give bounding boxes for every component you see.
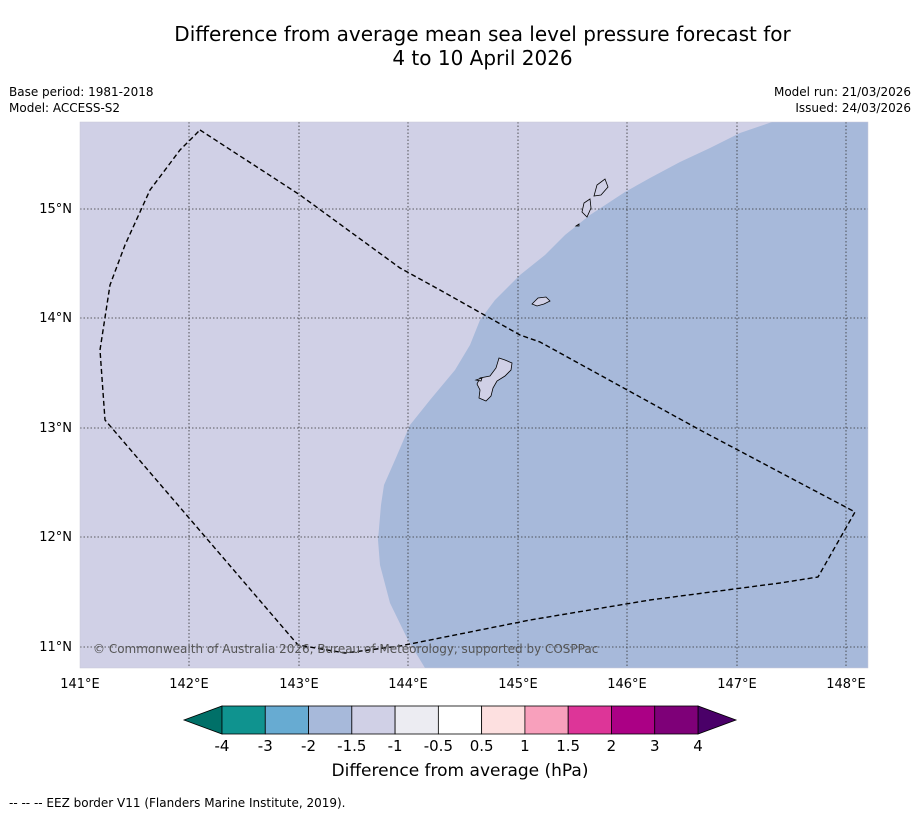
- colorbar-segment: [654, 705, 699, 735]
- lon-label-147: 147°E: [717, 677, 757, 692]
- gridlines: [80, 122, 868, 668]
- tinian-island: [581, 198, 592, 218]
- guam-island: [476, 357, 513, 402]
- islands: [474, 178, 609, 402]
- map-title: Difference from average mean sea level p…: [80, 22, 885, 70]
- colorbar-segment: [611, 705, 656, 735]
- base-period: Base period: 1981-2018: [9, 85, 154, 99]
- colorbar-segment: [308, 705, 353, 735]
- colorbar-title: Difference from average (hPa): [331, 761, 589, 781]
- lat-label-14: 14°N: [39, 311, 72, 326]
- footer-legend: -- -- -- EEZ border V11 (Flanders Marine…: [9, 796, 346, 810]
- pressure-region-minus2: [378, 122, 868, 668]
- colorbar-tick-label: 1: [520, 737, 530, 755]
- cocos-islet: [474, 377, 483, 382]
- colorbar-segment: [524, 705, 569, 735]
- colorbar-segment: [394, 705, 439, 735]
- colorbar-tick-label: -4: [215, 737, 230, 755]
- colorbar-segment: [221, 705, 266, 735]
- issued-date: Issued: 24/03/2026: [795, 101, 911, 115]
- colorbar-extend-high: [697, 705, 738, 735]
- lon-label-143: 143°E: [279, 677, 319, 692]
- title-line-1: Difference from average mean sea level p…: [174, 22, 791, 46]
- colorbar-tick-label: 4: [693, 737, 703, 755]
- lon-label-142: 142°E: [169, 677, 209, 692]
- lon-label-141: 141°E: [60, 677, 100, 692]
- saipan-island: [593, 178, 609, 197]
- meta-right: Model run: 21/03/2026 Issued: 24/03/2026: [774, 84, 911, 116]
- colorbar-tick-label: 3: [650, 737, 660, 755]
- colorbar-segment: [567, 705, 612, 735]
- title-line-2: 4 to 10 April 2026: [392, 46, 573, 70]
- lon-label-146: 146°E: [607, 677, 647, 692]
- colorbar-tick-label: -3: [258, 737, 273, 755]
- colorbar-tick-label: -2: [301, 737, 316, 755]
- lon-label-148: 148°E: [826, 677, 866, 692]
- colorbar-tick-label: 2: [607, 737, 617, 755]
- copyright-text: © Commonwealth of Australia 2026, Bureau…: [93, 642, 598, 656]
- colorbar-segment: [351, 705, 396, 735]
- lat-label-13: 13°N: [39, 421, 72, 436]
- map-frame: [79, 121, 869, 669]
- model-name: Model: ACCESS-S2: [9, 101, 121, 115]
- lat-label-12: 12°N: [39, 530, 72, 545]
- colorbar-extend-low: [182, 705, 223, 735]
- colorbar: -4 -3 -2 -1.5 -1 -0.5 0.5 1 1.5 2 3 4: [182, 705, 738, 755]
- colorbar-tick-label: 0.5: [470, 737, 494, 755]
- meta-left: Base period: 1981-2018 Model: ACCESS-S2: [9, 84, 154, 116]
- rota-island: [531, 296, 551, 307]
- colorbar-tick-label: -1: [388, 737, 403, 755]
- colorbar-segment: [437, 705, 483, 735]
- model-run: Model run: 21/03/2026: [773, 85, 911, 99]
- aguijan-islet: [574, 223, 580, 227]
- colorbar-tick-label: 1.5: [556, 737, 580, 755]
- colorbar-tick-label: -0.5: [424, 737, 453, 755]
- colorbar-tick-label: -1.5: [337, 737, 366, 755]
- lat-label-11: 11°N: [39, 640, 72, 655]
- lat-label-15: 15°N: [39, 202, 72, 217]
- lon-label-145: 145°E: [498, 677, 538, 692]
- colorbar-segment: [264, 705, 309, 735]
- lon-label-144: 144°E: [388, 677, 428, 692]
- eez-border: [99, 129, 856, 654]
- colorbar-segment: [481, 705, 526, 735]
